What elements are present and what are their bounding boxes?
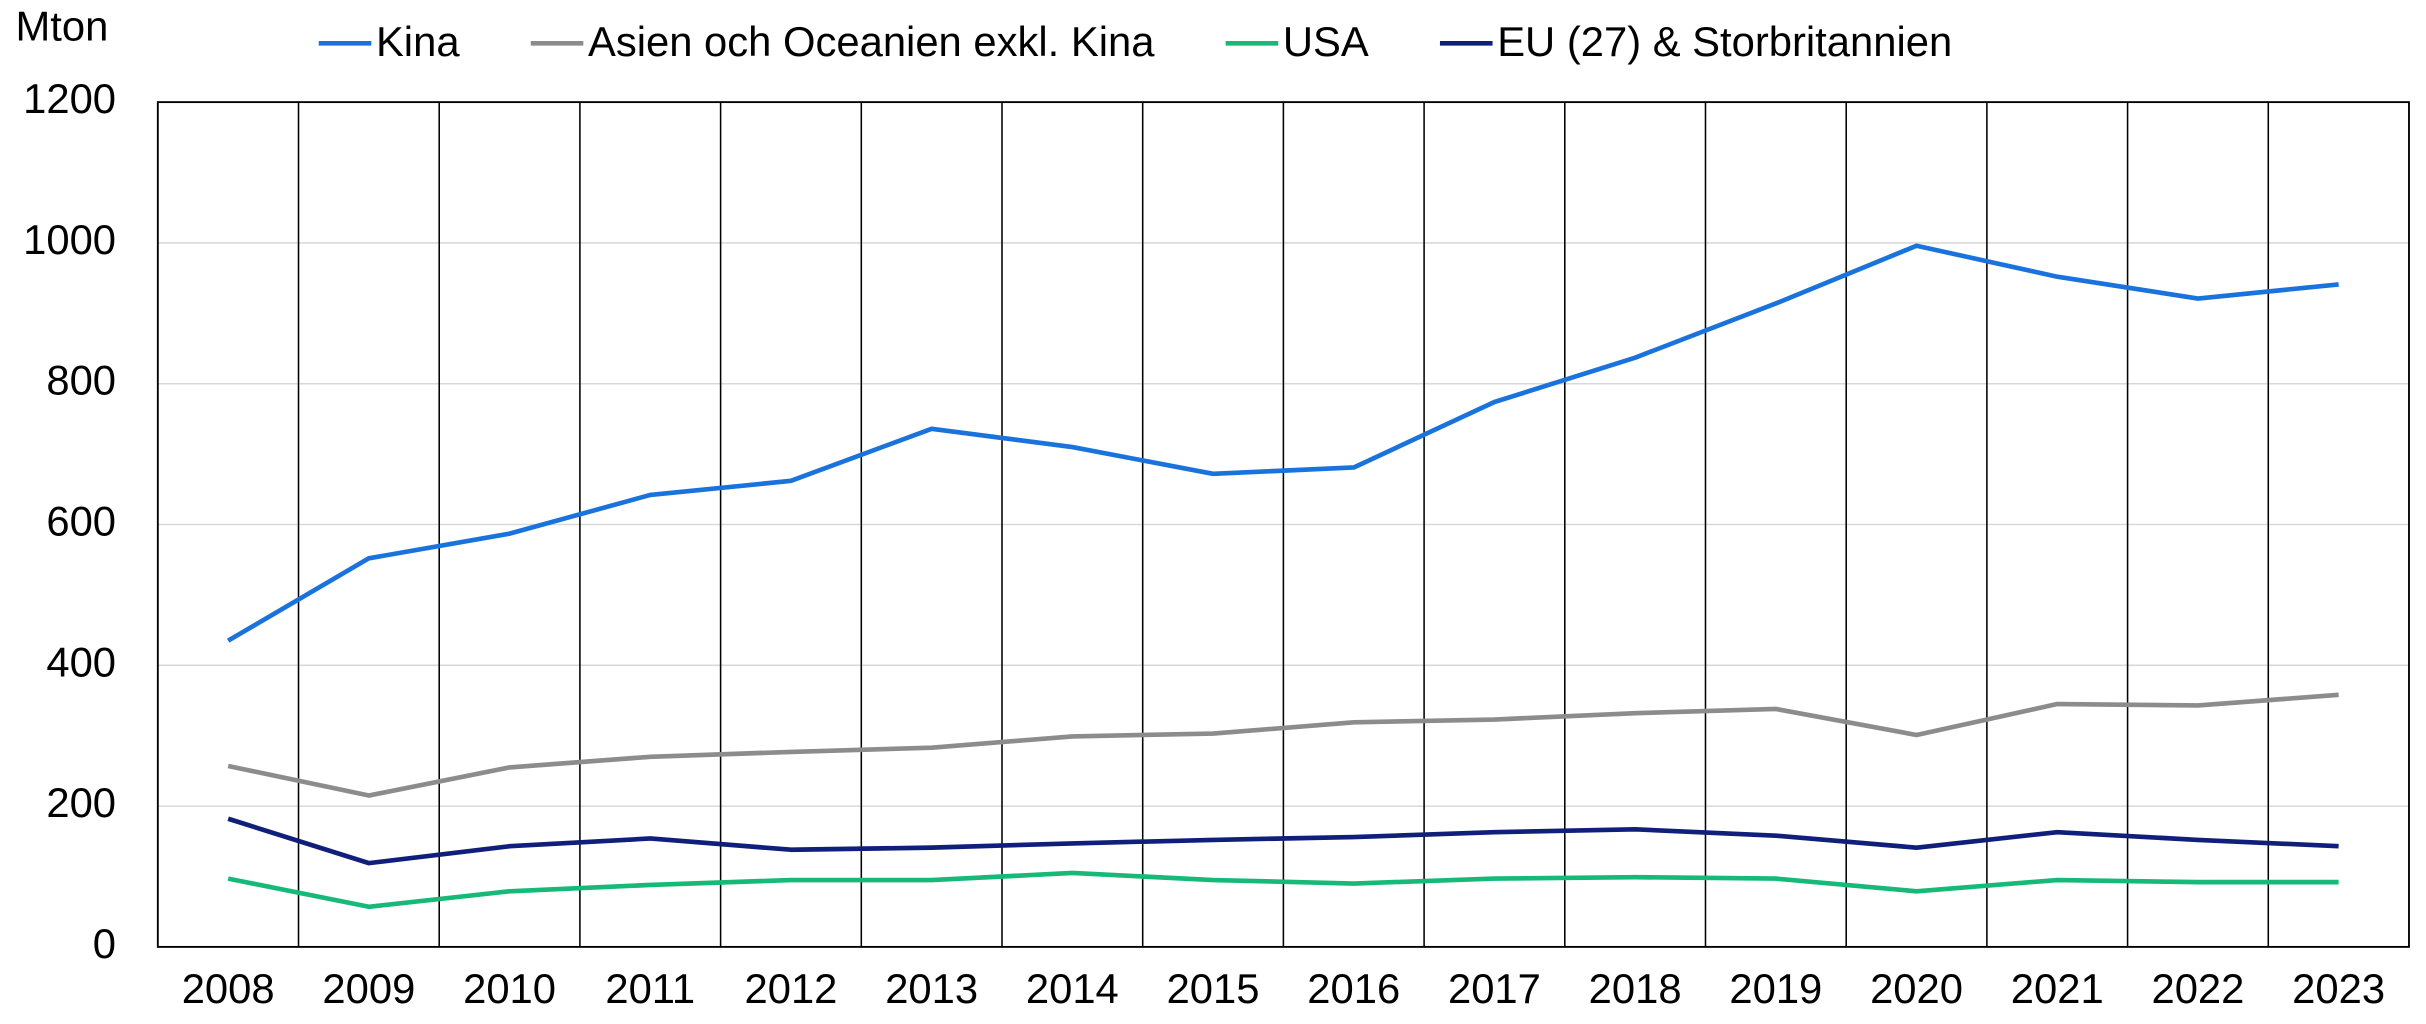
legend-label: EU (27) & Storbritannien bbox=[1497, 18, 1952, 65]
y-tick-label: 200 bbox=[46, 779, 116, 826]
x-tick-label: 2015 bbox=[1167, 965, 1260, 1012]
x-tick-label: 2019 bbox=[1729, 965, 1822, 1012]
x-tick-label: 2008 bbox=[182, 965, 275, 1012]
x-tick-label: 2020 bbox=[1870, 965, 1963, 1012]
y-tick-label: 0 bbox=[93, 920, 116, 967]
x-tick-label: 2017 bbox=[1448, 965, 1541, 1012]
legend-label: USA bbox=[1283, 18, 1369, 65]
x-tick-label: 2011 bbox=[605, 965, 695, 1012]
x-tick-label: 2016 bbox=[1307, 965, 1400, 1012]
series-line bbox=[226, 243, 2339, 643]
y-axis-label: Mton bbox=[15, 2, 108, 49]
x-tick-label: 2010 bbox=[463, 965, 556, 1012]
x-tick-label: 2023 bbox=[2292, 965, 2385, 1012]
legend-label: Asien och Oceanien exkl. Kina bbox=[588, 18, 1155, 65]
series-line bbox=[227, 692, 2339, 798]
series-line bbox=[227, 816, 2339, 866]
series-line bbox=[227, 870, 2339, 910]
x-tick-label: 2009 bbox=[322, 965, 415, 1012]
x-tick-label: 2012 bbox=[744, 965, 837, 1012]
legend-label: Kina bbox=[376, 18, 460, 65]
x-tick-label: 2014 bbox=[1026, 965, 1119, 1012]
y-tick-label: 1200 bbox=[23, 75, 116, 122]
y-tick-label: 1000 bbox=[23, 216, 116, 263]
plot-frame bbox=[156, 101, 2410, 948]
x-tick-label: 2018 bbox=[1589, 965, 1682, 1012]
y-tick-label: 800 bbox=[46, 357, 116, 404]
x-tick-label: 2021 bbox=[2011, 965, 2104, 1012]
y-tick-label: 600 bbox=[46, 498, 116, 545]
y-tick-label: 400 bbox=[46, 638, 116, 685]
x-tick-label: 2022 bbox=[2151, 965, 2244, 1012]
x-tick-label: 2013 bbox=[885, 965, 978, 1012]
